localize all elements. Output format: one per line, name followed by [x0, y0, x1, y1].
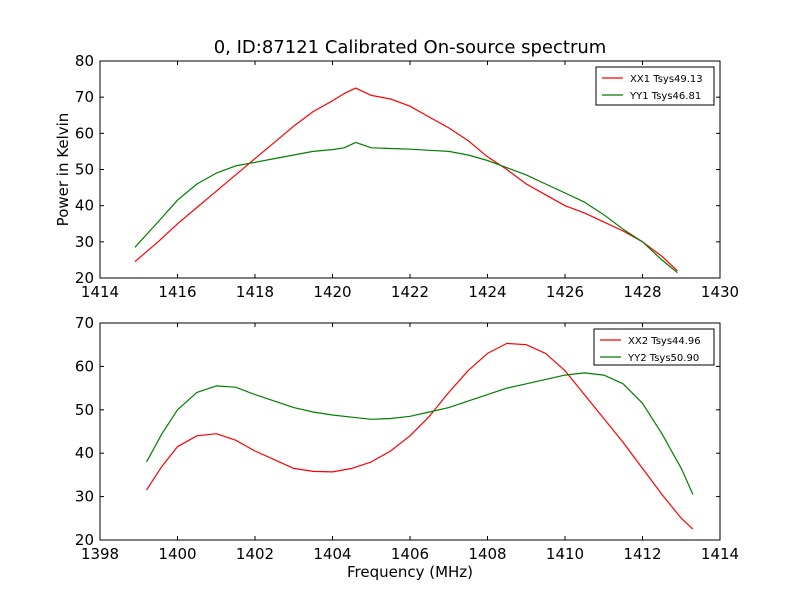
x-tick-label: 1408	[468, 545, 506, 563]
figure-title: 0, ID:87121 Calibrated On-source spectru…	[214, 37, 607, 58]
x-tick-label: 1420	[313, 283, 351, 301]
x-tick-label: 1424	[468, 283, 506, 301]
x-tick-label: 1412	[623, 545, 661, 563]
series-line-yy	[145, 372, 694, 495]
x-tick-label: 1400	[158, 545, 196, 563]
legend-box	[593, 328, 715, 366]
y-tick-label: 80	[75, 52, 94, 70]
series-line-xx	[134, 87, 678, 272]
legend: XX1 Tsys49.13 YY1 Tsys46.81	[595, 66, 715, 106]
y-tick-label: 30	[75, 233, 94, 251]
x-tick-label: 1406	[391, 545, 429, 563]
x-tick-label: 1430	[701, 283, 739, 301]
bottom-plot: 1398 1400 1402 1404 1406 1408 1410 1412 1414 20 30…	[75, 314, 739, 581]
x-tick-label: 1422	[391, 283, 429, 301]
y-tick-label: 70	[75, 314, 94, 332]
x-tick-label: 1414	[81, 283, 119, 301]
x-tick-label: 1426	[546, 283, 584, 301]
x-tick-label: 1416	[158, 283, 196, 301]
y-tick-label: 40	[75, 444, 94, 462]
y-tick-label: 20	[75, 269, 94, 287]
x-tick-label: 1398	[81, 545, 119, 563]
legend-box	[595, 66, 715, 106]
legend-label-yy: YY2 Tsys50.90	[627, 353, 699, 364]
x-tick-label: 1418	[236, 283, 274, 301]
y-tick-label: 40	[75, 197, 94, 215]
y-tick-label: 30	[75, 488, 94, 506]
legend-label-xx: XX2 Tsys44.96	[628, 336, 701, 347]
legend-label-yy: YY1 Tsys46.81	[629, 91, 701, 102]
series-line-yy	[134, 141, 678, 274]
x-tick-label: 1410	[546, 545, 584, 563]
y-tick-label: 50	[75, 161, 94, 179]
x-tick-label: 1404	[313, 545, 351, 563]
y-tick-label: 20	[75, 531, 94, 549]
y-axis-label: Power in Kelvin	[54, 113, 72, 227]
y-tick-label: 60	[75, 124, 94, 142]
x-axis-label: Frequency (MHz)	[347, 563, 473, 581]
y-tick-label: 70	[75, 88, 94, 106]
y-tick-label: 50	[75, 401, 94, 419]
series-line-xx	[145, 342, 694, 530]
y-tick-label: 60	[75, 357, 94, 375]
top-plot: 1414 1416 1418 1420 1422 1424 1426 1428 1430 20 30…	[54, 52, 739, 301]
x-tick-label: 1428	[623, 283, 661, 301]
x-tick-label: 1402	[236, 545, 274, 563]
legend-label-xx: XX1 Tsys49.13	[630, 74, 703, 85]
legend: XX2 Tsys44.96 YY2 Tsys50.90	[593, 328, 715, 366]
x-tick-label: 1414	[701, 545, 739, 563]
